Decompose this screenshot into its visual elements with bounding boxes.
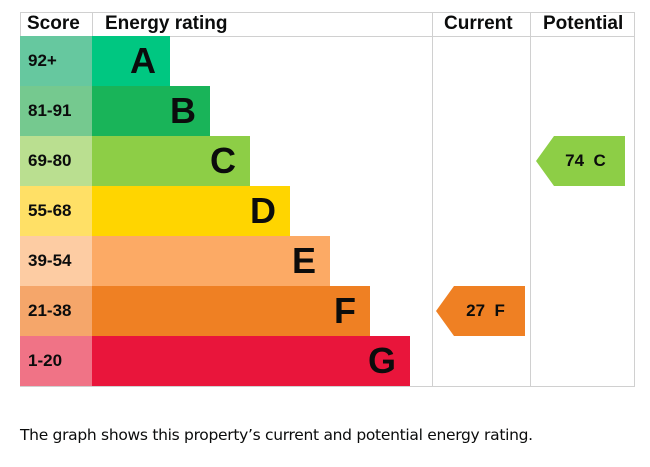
band-bar-a: A <box>92 36 170 86</box>
header-border <box>20 36 635 37</box>
right-border <box>634 12 635 387</box>
band-letter: G <box>367 340 396 381</box>
header-energy-rating: Energy rating <box>105 13 228 34</box>
bottom-border <box>20 386 635 387</box>
current-divider <box>432 12 433 387</box>
potential-rating-arrow: 74 C <box>536 136 625 186</box>
score-cell-g: 1-20 <box>20 336 92 386</box>
score-cell-b: 81-91 <box>20 86 92 136</box>
chart-caption: The graph shows this property’s current … <box>20 426 533 444</box>
top-border <box>20 12 635 13</box>
score-cell-e: 39-54 <box>20 236 92 286</box>
energy-rating-chart: Score Energy rating Current Potential 92… <box>20 12 635 387</box>
current-rating-arrow: 27 F <box>436 286 525 336</box>
band-bar-b: B <box>92 86 210 136</box>
score-cell-d: 55-68 <box>20 186 92 236</box>
header-current: Current <box>444 13 513 34</box>
score-cell-f: 21-38 <box>20 286 92 336</box>
score-cell-c: 69-80 <box>20 136 92 186</box>
band-bar-c: C <box>92 136 250 186</box>
band-letter: A <box>130 40 156 81</box>
score-divider <box>92 12 93 36</box>
band-letter: D <box>250 190 276 231</box>
band-letter: F <box>334 290 356 331</box>
band-bar-g: G <box>92 336 410 386</box>
band-bar-f: F <box>92 286 370 336</box>
band-bar-e: E <box>92 236 330 286</box>
header-potential: Potential <box>543 13 624 34</box>
band-letter: E <box>291 240 316 281</box>
band-letter: B <box>170 90 196 131</box>
header-score: Score <box>27 13 80 34</box>
band-bar-d: D <box>92 186 290 236</box>
score-cell-a: 92+ <box>20 36 92 86</box>
left-border <box>20 12 21 36</box>
band-letter: C <box>210 140 236 181</box>
potential-divider <box>530 12 531 387</box>
